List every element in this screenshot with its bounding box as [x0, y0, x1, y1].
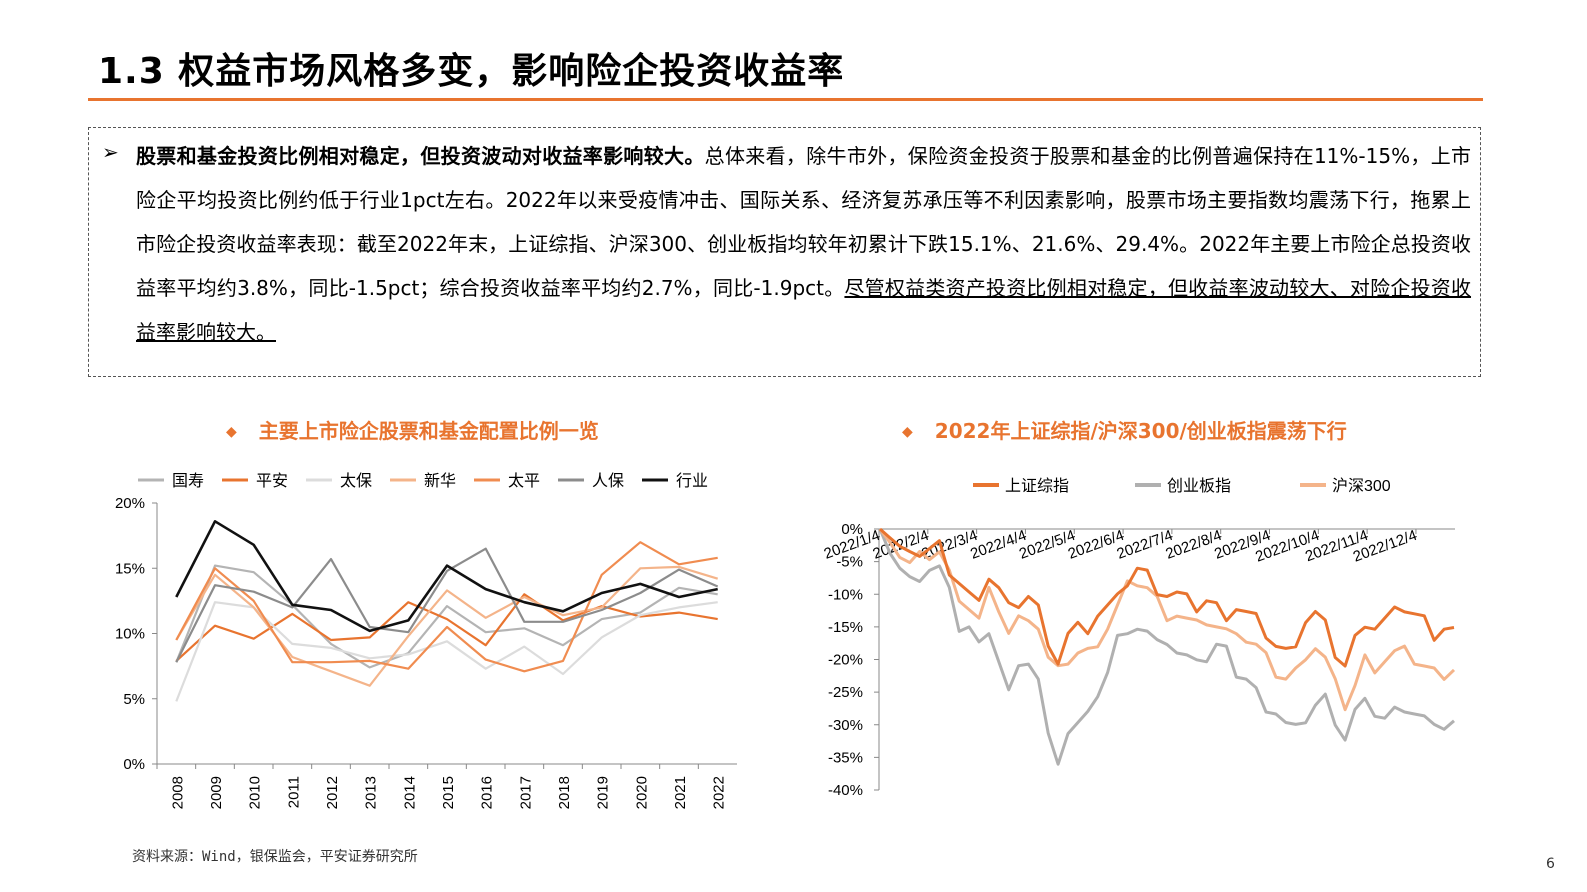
y-tick-label-8: -40% [828, 782, 863, 799]
x-tick-label-7: 2015 [440, 776, 457, 809]
x-tick-label-3: 2011 [285, 776, 302, 808]
y-tick-label-1: 5% [123, 691, 145, 708]
x-tick-label-5: 2013 [363, 776, 380, 809]
y-tick-label-5: -25% [828, 684, 863, 701]
legend-label-3: 新华 [424, 472, 456, 490]
x-tick-label-9: 2017 [517, 776, 534, 809]
legend-label-2: 沪深300 [1332, 477, 1391, 495]
x-tick-label-8: 2016 [479, 776, 496, 809]
y-tick-label-0: 0% [123, 756, 145, 773]
summary-box [88, 127, 1481, 377]
series-line-2 [175, 601, 718, 702]
allocation-line-chart: 国寿 平安 太保 新华 太平 人保 行业 0% 5% 10% 15% 20% 2008 2009 2010 2… [115, 472, 737, 809]
series-line-0 [879, 527, 1455, 668]
diamond-icon: ◆ [902, 424, 913, 440]
bullet-arrow-icon: ➢ [102, 140, 119, 164]
series-line-4 [175, 541, 718, 673]
left-chart-title-text: 主要上市险企股票和基金配置比例一览 [258, 419, 599, 443]
x-tick-label-0: 2008 [169, 776, 186, 809]
page-title: 1.3 权益市场风格多变，影响险企投资收益率 [98, 51, 845, 92]
index-line-chart: 上证综指 创业板指 沪深300 0% -5% -10% -15% -20% -25% -30% -3… [822, 477, 1456, 799]
series-line-1 [878, 528, 1455, 766]
series-line-3 [175, 565, 719, 687]
y-tick-label-2: -10% [828, 586, 863, 603]
y-tick-label-0: 0% [841, 521, 863, 538]
series-line-6 [175, 519, 718, 633]
source-note: 资料来源：Wind，银保监会，平安证券研究所 [132, 849, 418, 865]
y-tick-label-1: -5% [836, 554, 863, 571]
x-tick-label-10: 2018 [556, 776, 573, 809]
y-tick-label-3: -15% [828, 619, 863, 636]
x-tick-label-12: 2020 [633, 776, 650, 809]
y-tick-label-4: 20% [115, 495, 145, 512]
summary-paragraph: 股票和基金投资比例相对稳定，但投资波动对收益率影响较大。总体来看，除牛市外，保险… [136, 134, 1471, 354]
x-tick-label-14: 2022 [711, 776, 728, 809]
x-tick-label-2: 2010 [247, 776, 264, 809]
legend-label-4: 太平 [508, 472, 540, 490]
title-underline [88, 98, 1483, 101]
legend-label-0: 国寿 [172, 472, 204, 490]
y-tick-label-6: -30% [828, 717, 863, 734]
x-tick-label-13: 2021 [672, 776, 689, 809]
summary-body: 总体来看，除牛市外，保险资金投资于股票和基金的比例普遍保持在11%-15%，上市… [136, 144, 1472, 300]
series-line-0 [175, 564, 718, 669]
right-chart-title: ◆ 2022年上证综指/沪深300/创业板指震荡下行 [902, 415, 1347, 444]
legend-label-6: 行业 [676, 472, 708, 490]
legend-label-1: 创业板指 [1167, 477, 1231, 495]
y-tick-label-4: -20% [828, 652, 863, 669]
summary-bold-lead: 股票和基金投资比例相对稳定，但投资波动对收益率影响较大。 [136, 144, 705, 168]
series-line-2 [878, 528, 1456, 712]
x-tick-label-6: 2014 [401, 776, 418, 809]
x-tick-label-4: 2012 [324, 776, 341, 809]
right-chart-title-text: 2022年上证综指/沪深300/创业板指震荡下行 [934, 419, 1347, 443]
x-tick-label-1: 2009 [208, 776, 225, 809]
x-tick-label-11: 2019 [595, 776, 612, 809]
left-chart-title: ◆ 主要上市险企股票和基金配置比例一览 [226, 415, 599, 444]
y-tick-label-2: 10% [115, 626, 145, 643]
legend-label-5: 人保 [592, 472, 624, 490]
legend-label-2: 太保 [340, 472, 372, 490]
series-line-5 [175, 547, 719, 663]
legend-label-0: 上证综指 [1005, 477, 1069, 495]
page-number: 6 [1546, 856, 1555, 872]
y-tick-label-3: 15% [115, 560, 145, 577]
legend-label-1: 平安 [256, 472, 288, 490]
diamond-icon: ◆ [226, 424, 237, 440]
summary-underlined-tail: 尽管权益类资产投资比例相对稳定，但收益率波动较大、对险企投资收益率影响较大。 [136, 276, 1472, 344]
series-line-1 [175, 593, 718, 662]
y-tick-label-7: -35% [828, 749, 863, 766]
